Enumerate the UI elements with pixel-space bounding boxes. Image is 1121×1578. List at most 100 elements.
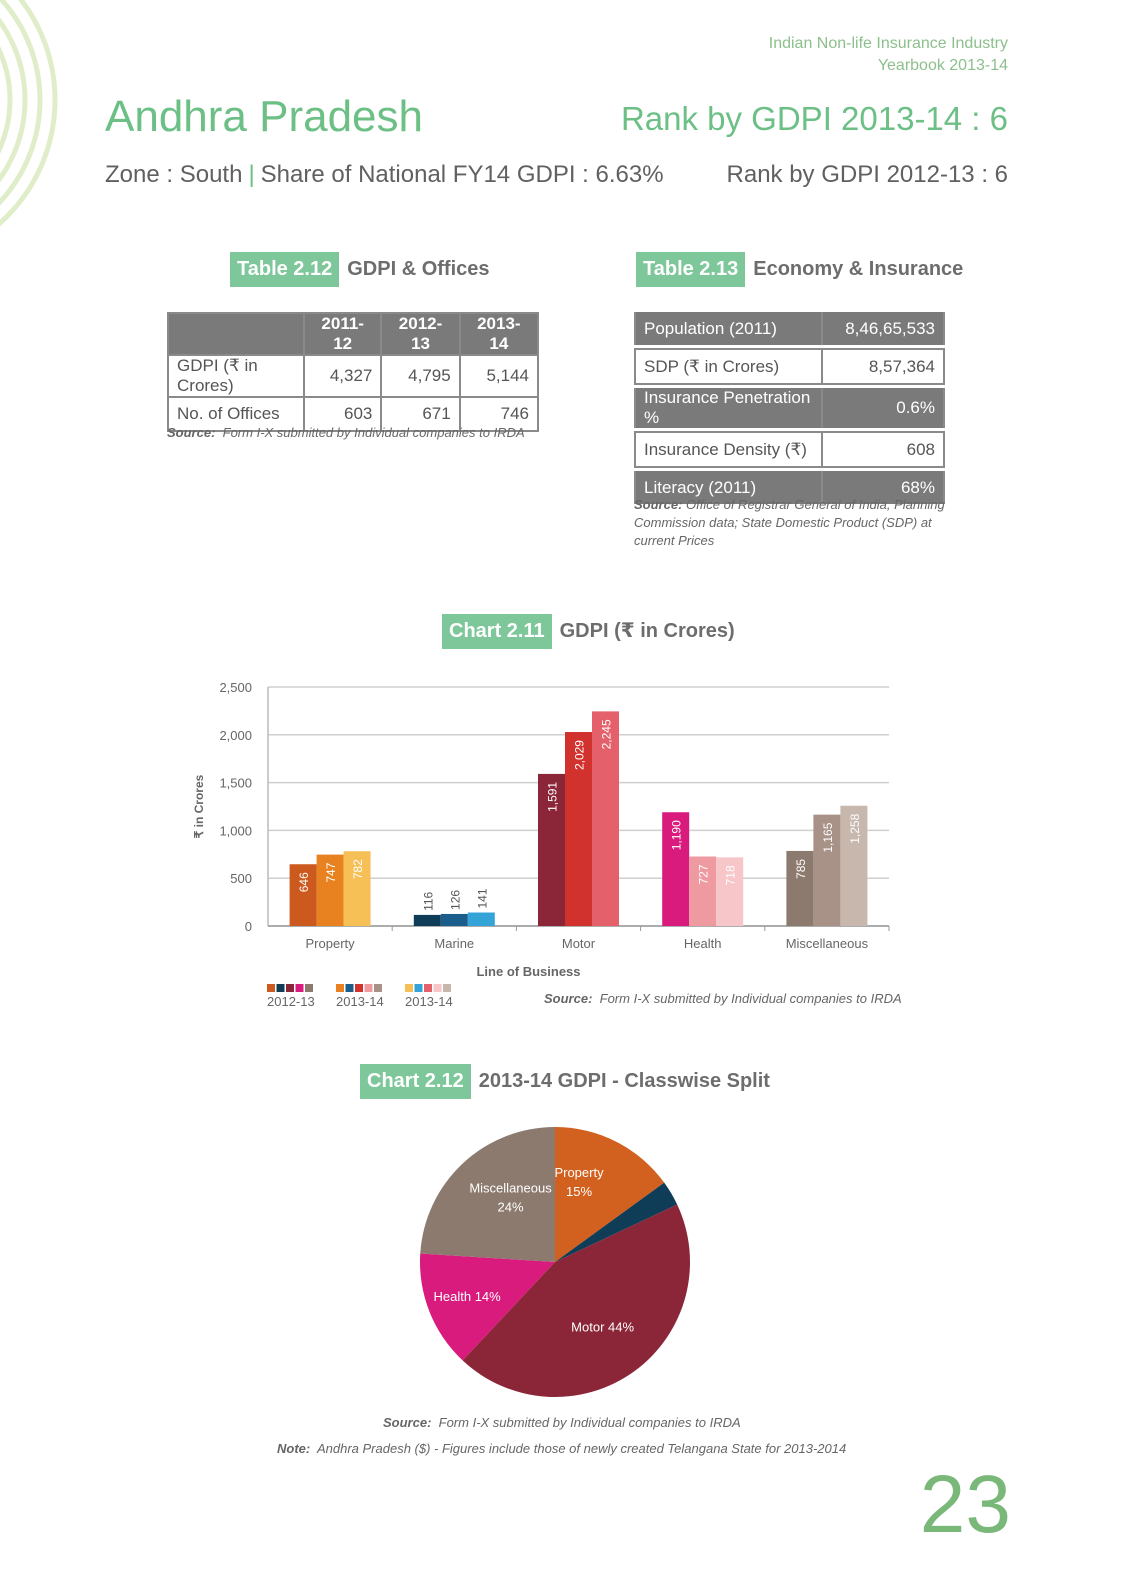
table-header-cell: 2012-13 — [380, 312, 461, 356]
x-tick-label: Motor — [562, 936, 596, 951]
legend-label: 2013-14 — [336, 994, 384, 1009]
table-row: No. of Offices 603 671 746 — [167, 396, 540, 432]
pie-slice — [420, 1253, 555, 1361]
source-line: current Prices — [634, 533, 715, 548]
chart-2-12-heading: Chart 2.12 2013-14 GDPI - Classwise Split — [360, 1064, 770, 1099]
bar — [413, 914, 441, 926]
chart-2-11-title: GDPI (₹ in Crores) — [559, 620, 735, 642]
cell-value: 746 — [458, 396, 540, 432]
row-label: GDPI (₹ in Crores) — [167, 354, 305, 398]
chart-2-12-title: 2013-14 GDPI - Classwise Split — [478, 1070, 770, 1092]
economy-insurance-table: Population (2011) 8,46,65,533 SDP (₹ in … — [634, 309, 945, 507]
yearbook-title-line2: Yearbook 2013-14 — [877, 57, 1008, 74]
source-text: Office of Registrar General of India, Pl… — [686, 497, 945, 512]
bar — [440, 913, 468, 926]
table-row: Literacy (2011) 68% — [634, 471, 945, 504]
table-header-row: 2011-12 2012-13 2013-14 — [167, 312, 540, 356]
legend-swatch — [345, 984, 354, 992]
pie-label-name: Miscellaneous — [469, 1181, 552, 1196]
table-2-12-source: Source: Form I-X submitted by Individual… — [167, 425, 525, 440]
data-label: 785 — [794, 859, 808, 879]
x-tick-label: Miscellaneous — [786, 936, 869, 951]
cell-value: 68% — [821, 471, 945, 504]
y-tick-label: 2,500 — [219, 680, 252, 695]
share-label: Share of National FY14 GDPI : 6.63% — [260, 161, 664, 188]
note-text: Andhra Pradesh ($) - Figures include tho… — [316, 1441, 847, 1456]
data-label: 646 — [297, 872, 311, 892]
gdpi-offices-table: 2011-12 2012-13 2013-14 GDPI (₹ in Crore… — [167, 312, 540, 432]
table-2-12-heading: Table 2.12 GDPI & Offices — [230, 252, 490, 287]
data-label: 2,029 — [573, 740, 587, 770]
y-tick-label: 1,500 — [219, 776, 252, 791]
zone-label: Zone : South — [105, 161, 243, 188]
bar — [592, 711, 619, 926]
row-label: Insurance Penetration % — [634, 388, 821, 428]
decorative-arcs — [0, 0, 58, 227]
bar — [316, 854, 344, 926]
legend-label: 2013-14 — [405, 994, 453, 1009]
source-line: Commission data; State Domestic Product … — [634, 515, 932, 530]
legend-swatch — [414, 984, 423, 992]
pie-label: Property 15% — [554, 1165, 604, 1199]
row-label: Literacy (2011) — [634, 471, 821, 504]
chart-2-12-note: Note: Andhra Pradesh ($) - Figures inclu… — [277, 1441, 846, 1456]
pie-label-name: Property — [554, 1165, 604, 1180]
cell-value: 671 — [380, 396, 461, 432]
cell-value: 4,327 — [302, 354, 383, 398]
legend-swatch — [405, 984, 413, 992]
y-tick-label: 500 — [230, 871, 252, 886]
pie-label: Miscellaneous 24% — [469, 1181, 552, 1215]
source-label: Source: — [167, 425, 216, 440]
source-label: Source: — [634, 497, 683, 512]
data-label: 718 — [724, 865, 738, 885]
table-row: Insurance Penetration % 0.6% — [634, 388, 945, 428]
legend-swatch — [267, 984, 275, 992]
cell-value: 0.6% — [821, 388, 945, 428]
y-tick-label: 2,000 — [219, 728, 252, 743]
pie-label-value: 24% — [498, 1200, 524, 1215]
cell-value: 603 — [302, 396, 383, 432]
legend-swatch — [295, 984, 304, 992]
legend-swatch — [443, 984, 451, 992]
cell-value: 4,795 — [380, 354, 461, 398]
row-label: Insurance Density (₹) — [634, 431, 821, 468]
table-2-13-title: Economy & Insurance — [753, 258, 964, 280]
data-label: 1,190 — [670, 820, 684, 850]
table-header-cell — [167, 312, 305, 356]
pie-label-text: Motor 44% — [571, 1320, 634, 1335]
pie-label-text: Health 14% — [434, 1289, 502, 1304]
zone-share-line: Zone : South | Share of National FY14 GDPI… — [105, 161, 664, 189]
bar — [343, 851, 371, 926]
cell-value: 8,46,65,533 — [821, 312, 945, 345]
bar — [813, 814, 841, 926]
cell-value: 5,144 — [458, 354, 540, 398]
gdpi-bar-chart: 0 500 1,000 1,500 2,000 2,500 ₹ in Crores Prope… — [192, 680, 890, 1009]
data-label: 1,258 — [848, 813, 862, 843]
pie-slice — [555, 1127, 665, 1262]
legend-swatch — [364, 984, 373, 992]
bar — [786, 850, 814, 926]
table-row: Population (2011) 8,46,65,533 — [634, 312, 945, 345]
page-title: Andhra Pradesh — [105, 92, 423, 141]
rank-2012-13: Rank by GDPI 2012-13 : 6 — [726, 161, 1008, 188]
chart-2-11-heading: Chart 2.11 GDPI (₹ in Crores) — [442, 614, 735, 649]
source-label: Source: — [383, 1415, 432, 1430]
legend-swatch — [355, 984, 363, 992]
table-row: Insurance Density (₹) 608 — [634, 431, 945, 468]
legend-swatch — [424, 984, 432, 992]
table-header-cell: 2011-12 — [302, 312, 383, 356]
table-2-13-source: Source: Office of Registrar General of I… — [634, 496, 954, 550]
cell-value: 8,57,364 — [821, 348, 945, 385]
chart-2-12-source: Source: Form I-X submitted by Individual… — [383, 1415, 741, 1430]
pie-slice — [555, 1182, 678, 1262]
bar — [716, 857, 744, 926]
data-label: 782 — [351, 859, 365, 879]
pie-label: Health 14% — [434, 1289, 502, 1304]
zone-separator: | — [248, 161, 255, 188]
x-tick-label: Health — [684, 936, 722, 951]
y-axis-title: ₹ in Crores — [192, 774, 206, 838]
data-label: 1,591 — [546, 782, 560, 812]
rank-2013-14: Rank by GDPI 2013-14 : 6 — [620, 100, 1008, 137]
legend-swatch — [374, 984, 382, 992]
table-2-12-title: GDPI & Offices — [347, 258, 490, 280]
